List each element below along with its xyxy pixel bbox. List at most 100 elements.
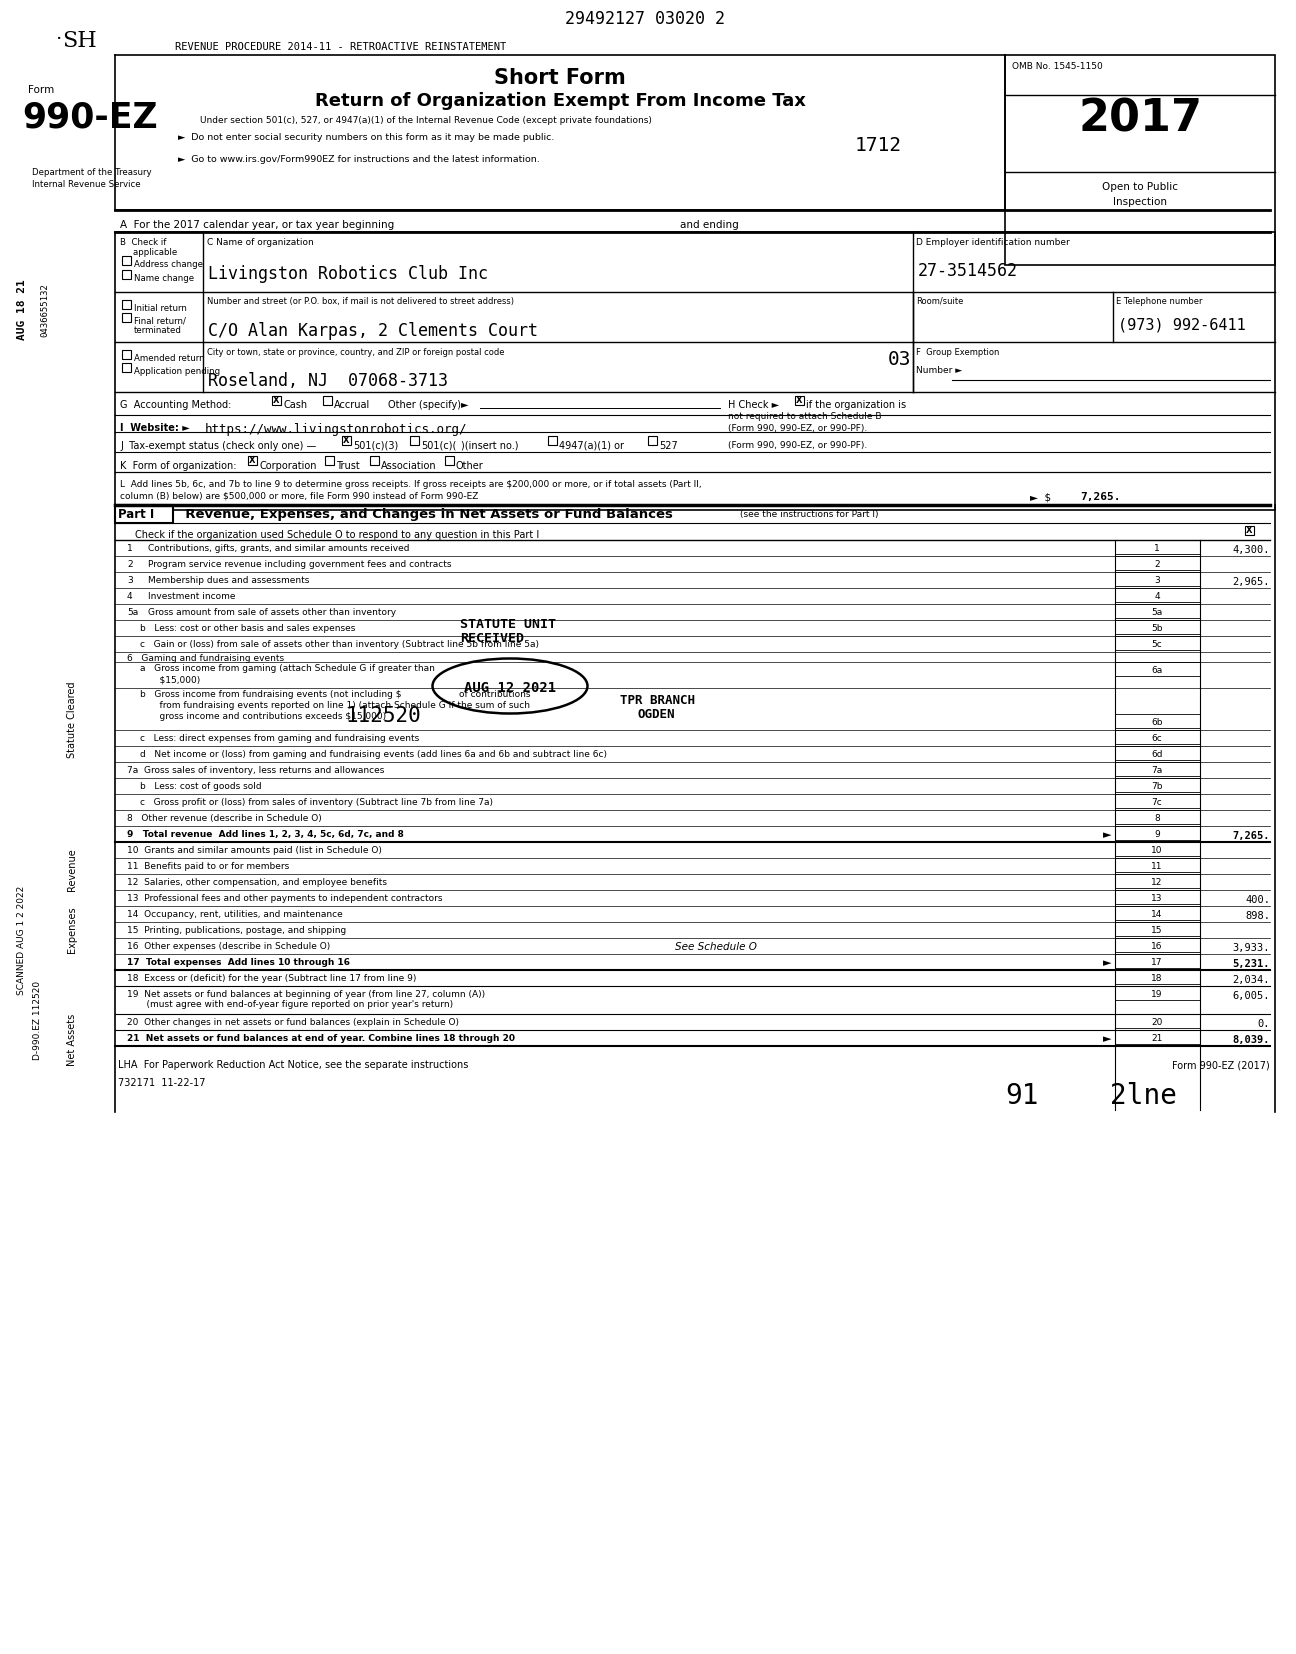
Text: 11  Benefits paid to or for members: 11 Benefits paid to or for members: [127, 862, 289, 872]
Text: 6b: 6b: [1151, 718, 1163, 728]
Bar: [342, 437, 351, 445]
Bar: [1115, 890, 1200, 905]
Text: 16: 16: [1151, 943, 1163, 951]
Text: I  Website: ►: I Website: ►: [121, 423, 189, 433]
Text: X: X: [249, 457, 255, 465]
Bar: [122, 351, 131, 359]
Text: gross income and contributions exceeds $15,000): gross income and contributions exceeds $…: [148, 711, 386, 721]
Text: X: X: [1247, 526, 1253, 534]
Text: 501(c)(: 501(c)(: [421, 442, 456, 452]
Text: 1: 1: [1155, 544, 1160, 552]
Text: applicable: applicable: [122, 248, 178, 256]
Text: SCANNED AUG 1 2 2022: SCANNED AUG 1 2 2022: [18, 885, 26, 994]
Text: 4: 4: [127, 592, 132, 600]
Text: Trust: Trust: [336, 461, 360, 471]
Text: C Name of organization: C Name of organization: [207, 238, 314, 246]
Text: 27-3514562: 27-3514562: [918, 261, 1017, 280]
Text: 19  Net assets or fund balances at beginning of year (from line 27, column (A)): 19 Net assets or fund balances at beginn…: [127, 991, 485, 999]
Text: 7,265.: 7,265.: [1080, 491, 1121, 503]
Bar: [1115, 921, 1200, 936]
Text: 12: 12: [1151, 878, 1163, 887]
Text: c   Gross profit or (loss) from sales of inventory (Subtract line 7b from line 7: c Gross profit or (loss) from sales of i…: [140, 797, 492, 807]
Text: ►  Do not enter social security numbers on this form as it may be made public.: ► Do not enter social security numbers o…: [178, 132, 555, 142]
Text: ►  Go to www.irs.gov/Form990EZ for instructions and the latest information.: ► Go to www.irs.gov/Form990EZ for instru…: [178, 155, 539, 164]
Bar: [272, 395, 281, 405]
Bar: [445, 457, 454, 465]
Text: OMB No. 1545-1150: OMB No. 1545-1150: [1012, 61, 1103, 71]
Text: https://www.livingstonrobotics.org/: https://www.livingstonrobotics.org/: [205, 423, 468, 437]
Text: Revenue: Revenue: [67, 849, 76, 892]
Text: Other: Other: [456, 461, 483, 471]
Text: Revenue, Expenses, and Changes in Net Assets or Fund Balances: Revenue, Expenses, and Changes in Net As…: [176, 508, 673, 521]
Text: 20  Other changes in net assets or fund balances (explain in Schedule O): 20 Other changes in net assets or fund b…: [127, 1017, 459, 1027]
Text: 8   Other revenue (describe in Schedule O): 8 Other revenue (describe in Schedule O): [127, 814, 321, 824]
Text: C/O Alan Karpas, 2 Clements Court: C/O Alan Karpas, 2 Clements Court: [207, 323, 538, 341]
Text: 4,300.: 4,300.: [1232, 546, 1270, 556]
Text: Short Form: Short Form: [494, 68, 626, 88]
Text: 2,965.: 2,965.: [1232, 577, 1270, 587]
Bar: [122, 299, 131, 309]
Text: REVENUE PROCEDURE 2014-11 - RETROACTIVE REINSTATEMENT: REVENUE PROCEDURE 2014-11 - RETROACTIVE …: [175, 41, 507, 51]
Bar: [122, 362, 131, 372]
Text: 6c: 6c: [1152, 734, 1163, 743]
Text: 2,034.: 2,034.: [1232, 974, 1270, 986]
Text: Other (specify)►: Other (specify)►: [388, 400, 468, 410]
Bar: [1115, 825, 1200, 840]
Bar: [1115, 662, 1200, 676]
Text: 14  Occupancy, rent, utilities, and maintenance: 14 Occupancy, rent, utilities, and maint…: [127, 910, 342, 920]
Text: 3: 3: [1155, 576, 1160, 586]
Text: 6a: 6a: [1151, 667, 1163, 675]
Text: 1712: 1712: [855, 136, 902, 155]
Text: 21: 21: [1151, 1034, 1163, 1044]
Text: Internal Revenue Service: Internal Revenue Service: [32, 180, 141, 189]
Bar: [323, 395, 332, 405]
Text: K  Form of organization:: K Form of organization:: [121, 461, 236, 471]
Text: 2: 2: [1155, 561, 1160, 569]
Text: Amended return: Amended return: [133, 354, 205, 362]
Text: )(insert no.): )(insert no.): [461, 442, 518, 452]
Bar: [1115, 715, 1200, 728]
Text: 990-EZ: 990-EZ: [22, 99, 158, 134]
Text: Room/suite: Room/suite: [916, 298, 963, 306]
Text: Application pending: Application pending: [133, 367, 220, 375]
Text: Form: Form: [29, 84, 54, 94]
Text: STATUTE UNIT: STATUTE UNIT: [460, 619, 556, 630]
Text: 898.: 898.: [1245, 911, 1270, 921]
Text: Open to Public: Open to Public: [1102, 182, 1178, 192]
Text: D-990.EZ 112520: D-990.EZ 112520: [34, 981, 43, 1060]
Text: 4947(a)(1) or: 4947(a)(1) or: [559, 442, 623, 452]
Text: X: X: [796, 395, 802, 405]
Text: TPR BRANCH: TPR BRANCH: [619, 695, 695, 706]
Text: a   Gross income from gaming (attach Schedule G if greater than: a Gross income from gaming (attach Sched…: [140, 663, 435, 673]
Text: LHA  For Paperwork Reduction Act Notice, see the separate instructions: LHA For Paperwork Reduction Act Notice, …: [118, 1060, 468, 1070]
Text: 03: 03: [888, 351, 911, 369]
Bar: [1115, 906, 1200, 920]
Text: Expenses: Expenses: [67, 906, 76, 953]
Text: 17  Total expenses  Add lines 10 through 16: 17 Total expenses Add lines 10 through 1…: [127, 958, 350, 968]
Text: Statute Cleared: Statute Cleared: [67, 681, 76, 758]
Text: (Form 990, 990-EZ, or 990-PF).: (Form 990, 990-EZ, or 990-PF).: [728, 423, 867, 433]
Text: Form 990-EZ (2017): Form 990-EZ (2017): [1173, 1060, 1270, 1070]
Bar: [1115, 810, 1200, 824]
Text: 8: 8: [1155, 814, 1160, 824]
Text: 12  Salaries, other compensation, and employee benefits: 12 Salaries, other compensation, and emp…: [127, 878, 388, 887]
Bar: [1115, 637, 1200, 650]
Text: F  Group Exemption: F Group Exemption: [916, 347, 999, 357]
Text: 15: 15: [1151, 926, 1163, 935]
Text: (must agree with end-of-year figure reported on prior year's return): (must agree with end-of-year figure repo…: [135, 1001, 454, 1009]
Bar: [1115, 762, 1200, 776]
Text: 7a  Gross sales of inventory, less returns and allowances: 7a Gross sales of inventory, less return…: [127, 766, 385, 776]
Text: not required to attach Schedule B: not required to attach Schedule B: [728, 412, 881, 422]
Text: City or town, state or province, country, and ZIP or foreign postal code: City or town, state or province, country…: [207, 347, 504, 357]
Text: Name change: Name change: [133, 275, 194, 283]
Text: .: .: [54, 25, 61, 43]
Bar: [1115, 794, 1200, 809]
Text: Check if the organization used Schedule O to respond to any question in this Par: Check if the organization used Schedule …: [135, 529, 539, 539]
Text: 5b: 5b: [1151, 624, 1163, 633]
Text: 15  Printing, publications, postage, and shipping: 15 Printing, publications, postage, and …: [127, 926, 346, 935]
Bar: [1115, 842, 1200, 857]
Bar: [1115, 938, 1200, 953]
Text: E Telephone number: E Telephone number: [1116, 298, 1203, 306]
Text: RECEIVED: RECEIVED: [460, 632, 524, 645]
Bar: [794, 395, 804, 405]
